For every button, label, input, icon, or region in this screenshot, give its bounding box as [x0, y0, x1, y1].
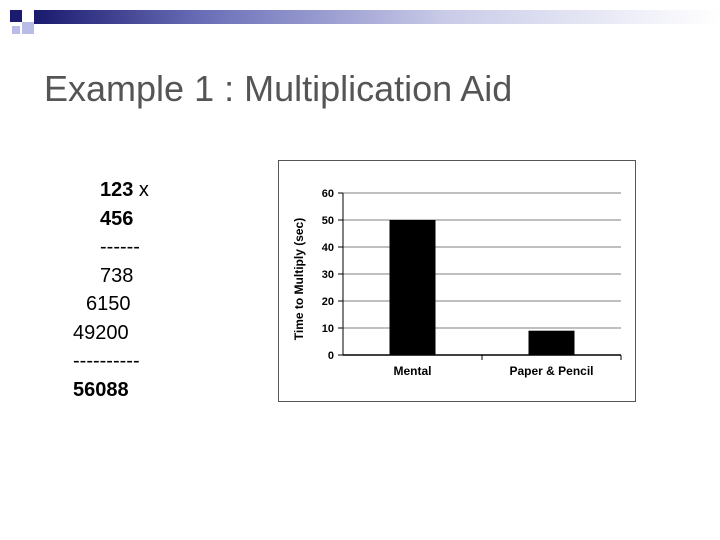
partial-product-3: 49200: [73, 321, 129, 344]
multiplication-worked-example: 123 x 456 ------ 738 6150 49200 --------…: [60, 176, 180, 404]
multiplier: 456: [100, 207, 134, 230]
y-axis-label: Time to Multiply (sec): [292, 218, 306, 340]
bar: [528, 330, 575, 355]
partial-product-2: 6150: [86, 293, 131, 315]
partial-product-1: 738: [100, 264, 134, 287]
multiply-operator: x: [133, 179, 149, 201]
y-tick-label: 30: [322, 269, 334, 281]
header-gradient-bar: [34, 10, 720, 24]
category-label: Mental: [393, 364, 431, 378]
category-label: Paper & Pencil: [509, 364, 593, 378]
y-tick-label: 20: [322, 296, 334, 308]
multiplicand: 123: [100, 179, 134, 201]
gridlines: [338, 192, 622, 360]
y-tick-label: 60: [322, 188, 334, 200]
chart-canvas: 0 10 20 30 40 50 60 Mental Paper & Pencil Time …: [292, 188, 622, 378]
y-tick-label: 0: [328, 350, 334, 362]
bar-chart: 0 10 20 30 40 50 60 Mental Paper & Pencil Time …: [278, 160, 636, 402]
y-tick-label: 40: [322, 242, 334, 254]
slide-title: Example 1 : Multiplication Aid: [44, 68, 513, 109]
category-labels: Mental Paper & Pencil: [393, 364, 593, 378]
rule-line-2: ----------: [73, 350, 140, 372]
bars: [389, 220, 575, 355]
logo-square-dark: [10, 10, 22, 22]
logo-square-light: [22, 22, 34, 34]
product-result: 56088: [73, 378, 129, 401]
logo-square-light-small: [12, 26, 20, 34]
y-tick-labels: 0 10 20 30 40 50 60: [322, 188, 334, 362]
rule-line-1: ------: [100, 236, 140, 258]
y-tick-label: 10: [322, 323, 334, 335]
y-tick-label: 50: [322, 215, 334, 227]
bar: [389, 220, 436, 355]
